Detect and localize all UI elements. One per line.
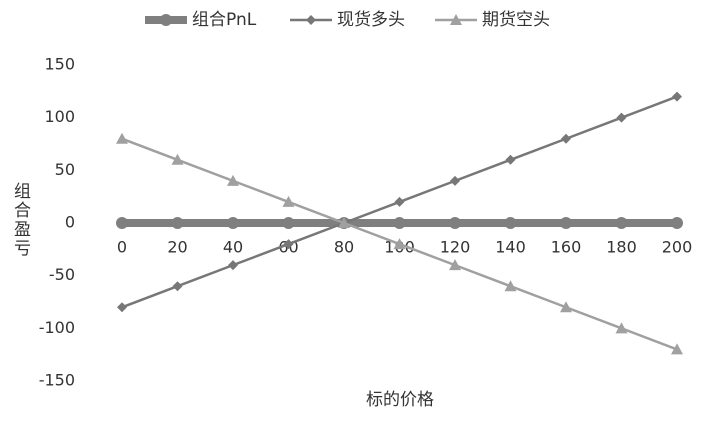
data-point — [615, 322, 628, 334]
data-point — [171, 217, 184, 229]
data-point — [615, 217, 628, 229]
x-axis-label: 标的价格 — [366, 390, 434, 410]
legend-marker — [306, 15, 316, 25]
y-tick-label: -150 — [39, 371, 75, 390]
data-point — [282, 195, 295, 207]
data-point — [338, 217, 350, 228]
data-point — [672, 91, 682, 102]
data-point — [282, 217, 295, 229]
data-point — [616, 112, 627, 123]
legend-label: 组合PnL — [192, 10, 257, 30]
x-tick-label: 80 — [334, 238, 354, 257]
data-point — [394, 196, 405, 207]
data-point — [283, 239, 294, 250]
data-point — [116, 217, 128, 229]
y-tick-label: -50 — [49, 265, 75, 284]
x-tick-label: 120 — [440, 238, 471, 257]
x-tick-label: 200 — [662, 238, 693, 257]
data-point — [504, 280, 517, 292]
data-point — [671, 343, 683, 355]
data-point — [171, 153, 184, 165]
data-point — [561, 133, 571, 144]
data-point — [227, 174, 239, 186]
data-point — [449, 259, 461, 271]
data-point — [504, 217, 517, 229]
data-point — [449, 217, 461, 229]
legend-label: 期货空头 — [482, 10, 550, 30]
y-tick-label: 100 — [44, 107, 75, 126]
data-point — [560, 217, 572, 229]
x-tick-label: 160 — [551, 238, 582, 257]
x-tick-label: 20 — [167, 238, 187, 257]
data-point — [228, 260, 238, 271]
legend-marker — [160, 14, 172, 26]
x-tick-label: 180 — [606, 238, 637, 257]
y-tick-label: 0 — [65, 213, 75, 232]
x-tick-label: 0 — [117, 238, 127, 257]
data-point — [450, 175, 460, 186]
data-point — [671, 217, 683, 229]
data-point — [172, 281, 183, 292]
data-point — [117, 302, 127, 313]
y-tick-label: -100 — [39, 318, 75, 337]
y-tick-label: 150 — [44, 55, 75, 74]
legend-marker — [450, 14, 462, 25]
data-point — [505, 154, 516, 165]
data-point — [393, 238, 406, 250]
data-point — [227, 217, 239, 229]
y-tick-label: 50 — [55, 160, 75, 179]
x-tick-label: 140 — [495, 238, 526, 257]
data-point — [560, 301, 572, 313]
legend-label: 现货多头 — [337, 10, 405, 30]
x-tick-label: 40 — [223, 238, 243, 257]
data-point — [116, 132, 128, 144]
y-axis-label: 组合盈亏 — [10, 182, 31, 258]
data-point — [393, 217, 406, 229]
